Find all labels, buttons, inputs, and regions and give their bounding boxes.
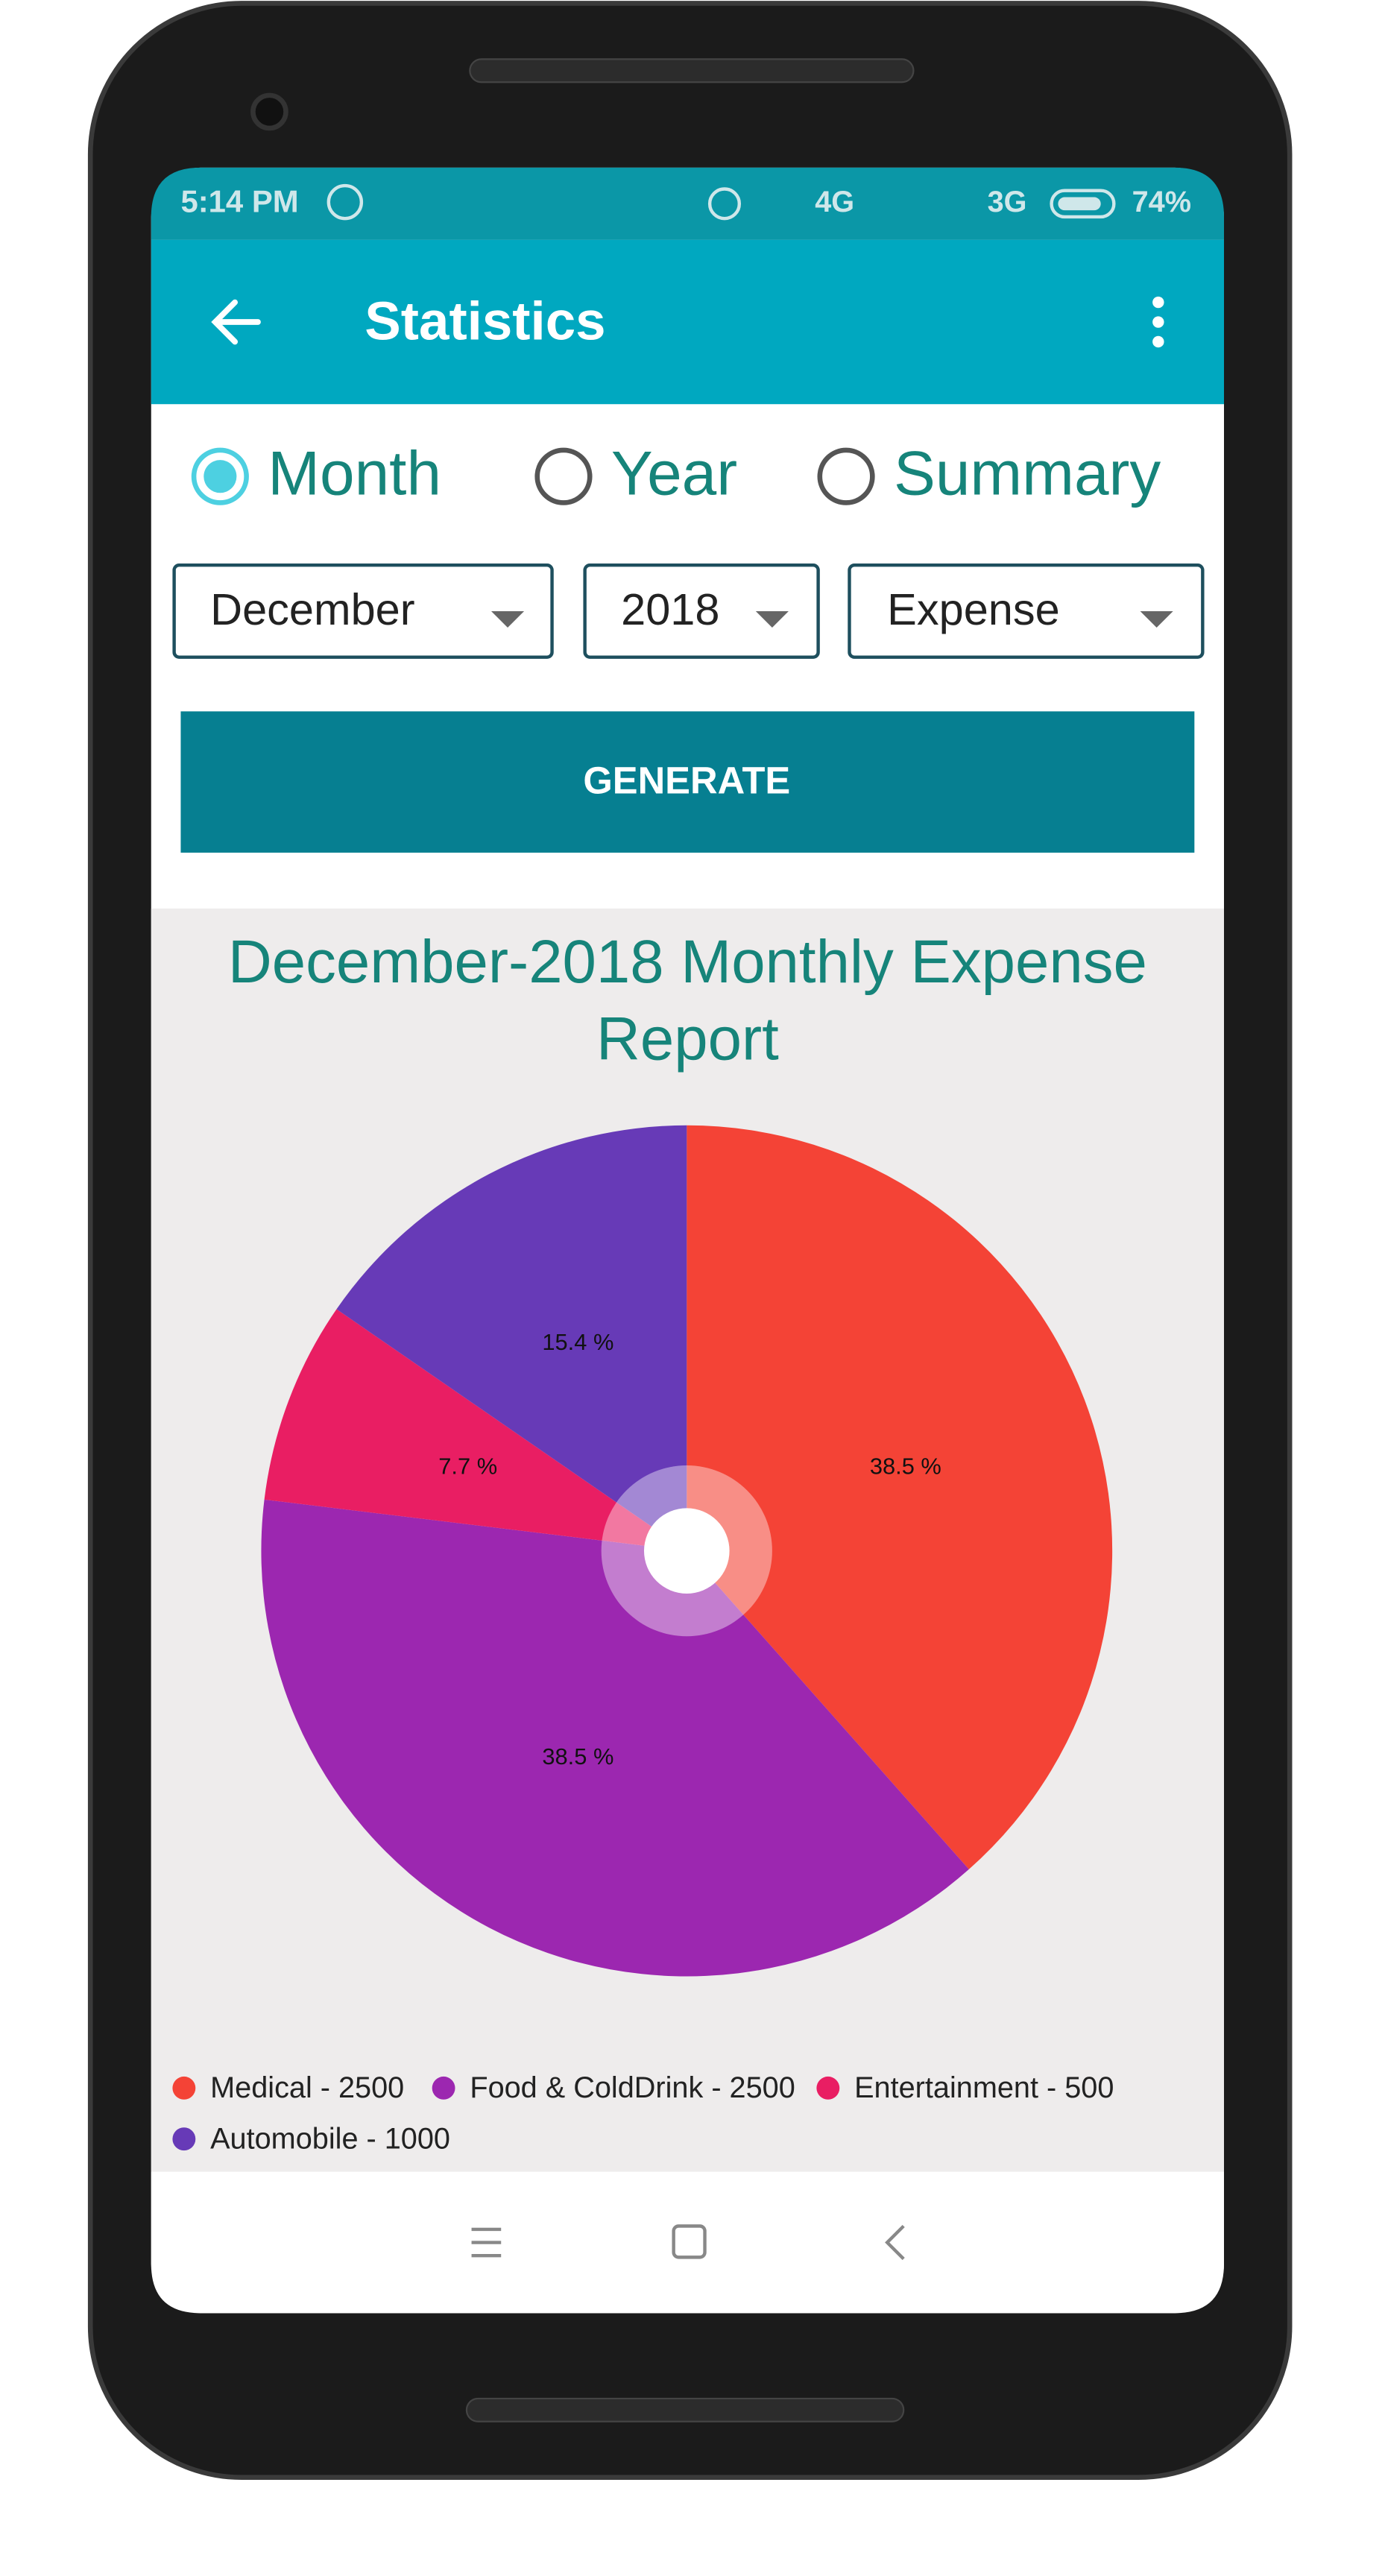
battery-label: 74% [1132,186,1191,218]
slice-label: 15.4 % [542,1329,613,1355]
chart-title-box: December-2018 Monthly Expense Report [227,928,1147,1073]
generate-button[interactable] [180,711,1195,853]
month-dropdown[interactable] [172,564,554,659]
back-icon[interactable] [211,299,261,345]
chart-title: December-2018 Monthly Expense Report [227,928,1147,1073]
menu-icon[interactable] [1152,316,1164,328]
nav-back[interactable] [885,2224,905,2261]
pie-hole [643,1508,730,1594]
pie-chart: 38.5 % 38.5 % 7.7 % 15.4 % [261,1125,1113,1977]
slice-label: 38.5 % [870,1453,941,1479]
menu-icon[interactable] [1152,296,1164,309]
legend-label: Entertainment - 500 [854,2071,1114,2104]
pie-slice [264,1309,687,1551]
dropdown-value: 2018 [621,584,719,634]
radio-button[interactable] [817,447,875,505]
slice-label: 7.7 % [438,1453,497,1479]
slice-label: 38.5 % [542,1743,613,1770]
legend-label: Medical - 2500 [210,2071,404,2104]
legend-label: Automobile - 1000 [210,2122,450,2155]
speaker [465,2397,905,2422]
camera [250,92,288,131]
legend-marker [432,2076,455,2100]
status-time: 5:14 PM [180,183,298,218]
nav-menu[interactable] [471,2227,502,2258]
legend-marker [816,2076,840,2100]
radio-label: Year [611,438,737,508]
battery-level [1058,197,1101,211]
legend-label: Food & ColdDrink - 2500 [470,2071,795,2104]
whatsapp-icon [326,183,364,221]
menu-icon[interactable] [1152,335,1164,348]
radio-button[interactable] [534,447,593,505]
pie-slice [336,1125,687,1551]
pie-slice [261,1499,969,1977]
year-dropdown[interactable] [583,564,820,659]
radio-label: Summary [894,438,1161,508]
legend: Medical - 2500 Food & ColdDrink - 2500 Ent… [172,2071,1114,2155]
button-label: GENERATE [583,760,790,802]
app-bar [151,239,1225,405]
radio-button[interactable] [191,447,249,505]
period-radio-group: Month Year Summary [191,438,1161,508]
legend-marker [172,2076,196,2100]
dropdown-value: December [210,584,414,634]
dropdown-arrow [491,610,525,628]
alarm-icon [707,187,742,221]
status-bar [151,167,1225,240]
radio-dot [204,460,237,493]
legend-marker [172,2127,196,2151]
battery-icon [1050,189,1116,219]
dropdown-arrow [1140,610,1173,628]
network-label: 3G [988,186,1027,218]
nav-bar [151,2171,1225,2314]
dropdown-arrow [755,610,789,628]
type-dropdown[interactable] [848,564,1205,659]
dropdown-value: Expense [887,584,1060,634]
speaker [469,58,915,83]
nav-home[interactable] [672,2224,707,2259]
network-label: 4G [815,186,854,218]
radio-label: Month [268,438,441,508]
pie-slice [687,1125,1113,1869]
app-title: Statistics [365,291,605,352]
